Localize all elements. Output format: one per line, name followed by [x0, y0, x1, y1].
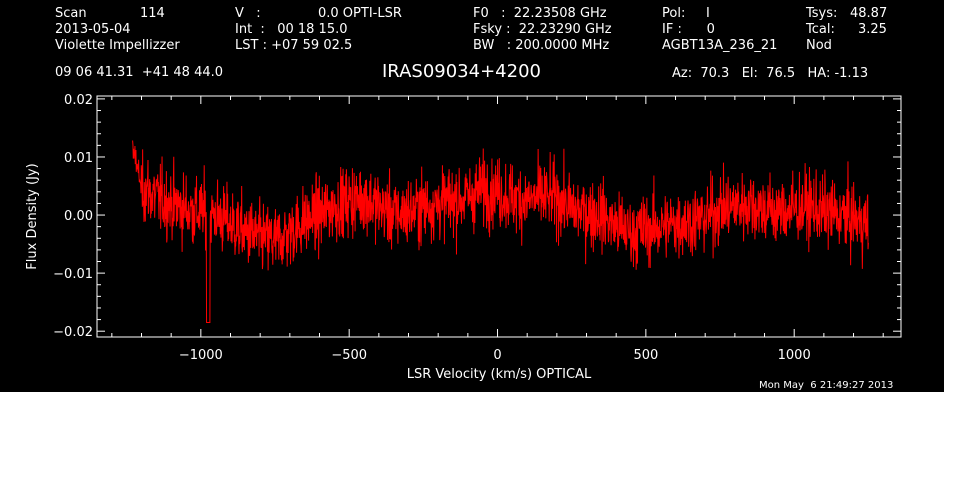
x-axis-label: LSR Velocity (km/s) OPTICAL [407, 367, 592, 382]
y-tick-label: 0.02 [64, 93, 93, 108]
polarization: Pol: I [662, 6, 710, 21]
y-tick-label: −0.01 [53, 267, 93, 282]
scan-value: 114 [140, 6, 165, 21]
plot-timestamp: Mon May 6 21:49:27 2013 [759, 380, 894, 391]
if-number: IF : 0 [662, 22, 715, 37]
tsys-label: Tsys: [806, 6, 838, 21]
y-tick-label: 0.01 [64, 151, 93, 166]
tcal-value: 3.25 [858, 22, 887, 37]
rest-frequency: F0 : 22.23508 GHz [473, 6, 607, 21]
source-title: IRAS09034+4200 [382, 61, 541, 82]
tsys-value: 48.87 [850, 6, 888, 21]
spectrum-panel: Scan 114 2013-05-04 Violette Impellizzer… [0, 0, 944, 392]
spectrum-trace [132, 140, 869, 323]
x-tick-label: 500 [633, 348, 658, 363]
y-tick-label: 0.00 [64, 209, 93, 224]
bandwidth: BW : 200.0000 MHz [473, 38, 610, 53]
x-tick-label: 1000 [778, 348, 811, 363]
tcal-label: Tcal: [806, 22, 835, 37]
spectrum-chart: −1000 −500 0 500 1000−0.02−0.010.000.010.02 … [25, 93, 902, 382]
y-tick-label: −0.02 [53, 325, 93, 340]
velocity-label: V : [235, 6, 261, 21]
switching-mode: Nod [806, 38, 832, 53]
plot-frame [96, 95, 902, 338]
velocity-value: 0.0 OPTI-LSR [318, 6, 402, 21]
obs-date: 2013-05-04 [55, 22, 131, 37]
sky-frequency: Fsky : 22.23290 GHz [473, 22, 612, 37]
y-axis-label: Flux Density (Jy) [25, 163, 40, 269]
source-coords: 09 06 41.31 +41 48 44.0 [55, 65, 224, 80]
observer-name: Violette Impellizzer [55, 38, 180, 53]
x-tick-label: −500 [331, 348, 367, 363]
integration-time: Int : 00 18 15.0 [235, 22, 348, 37]
lst-value: LST : +07 59 02.5 [235, 38, 353, 53]
az-el-ha: Az: 70.3 El: 76.5 HA: -1.13 [672, 66, 869, 81]
x-tick-label: −1000 [179, 348, 223, 363]
scan-label: Scan [55, 6, 87, 21]
project-id: AGBT13A_236_21 [662, 38, 778, 53]
x-tick-label: 0 [493, 348, 501, 363]
